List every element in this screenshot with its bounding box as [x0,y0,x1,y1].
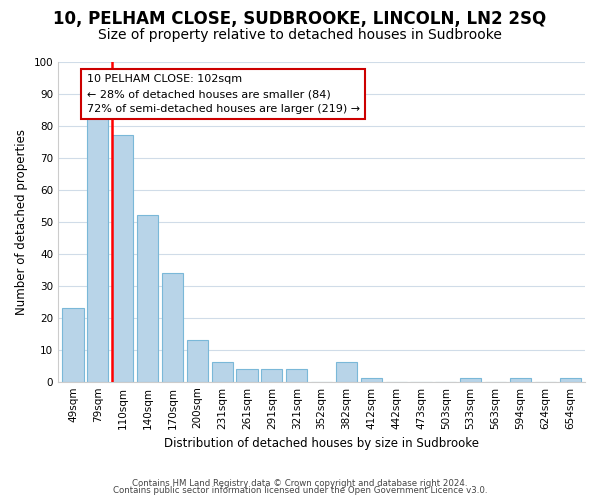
Bar [460,378,481,382]
Bar [62,308,83,382]
Text: 10 PELHAM CLOSE: 102sqm
← 28% of detached houses are smaller (84)
72% of semi-de: 10 PELHAM CLOSE: 102sqm ← 28% of detache… [86,74,360,114]
Bar [112,135,133,382]
Bar [261,369,283,382]
Bar [212,362,233,382]
Bar [560,378,581,382]
Bar [510,378,531,382]
Text: Contains HM Land Registry data © Crown copyright and database right 2024.: Contains HM Land Registry data © Crown c… [132,478,468,488]
Bar [187,340,208,382]
X-axis label: Distribution of detached houses by size in Sudbrooke: Distribution of detached houses by size … [164,437,479,450]
Bar [336,362,357,382]
Text: Contains public sector information licensed under the Open Government Licence v3: Contains public sector information licen… [113,486,487,495]
Text: Size of property relative to detached houses in Sudbrooke: Size of property relative to detached ho… [98,28,502,42]
Bar [286,369,307,382]
Y-axis label: Number of detached properties: Number of detached properties [15,128,28,314]
Bar [137,215,158,382]
Bar [87,116,109,382]
Bar [361,378,382,382]
Bar [162,273,183,382]
Bar [236,369,257,382]
Text: 10, PELHAM CLOSE, SUDBROOKE, LINCOLN, LN2 2SQ: 10, PELHAM CLOSE, SUDBROOKE, LINCOLN, LN… [53,10,547,28]
